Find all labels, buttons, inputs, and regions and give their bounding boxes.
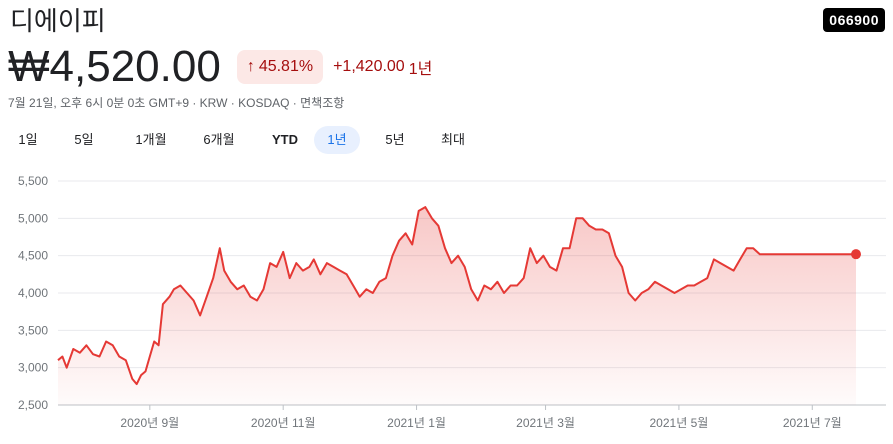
price-row: ₩4,520.00 ↑ 45.81% +1,420.00 1년 xyxy=(8,42,432,92)
arrow-up-icon: ↑ xyxy=(246,58,255,75)
price-line xyxy=(57,206,856,386)
x-tick-label: 2020년 9월 xyxy=(120,416,179,430)
y-tick-label: 5,000 xyxy=(18,211,48,225)
current-point xyxy=(851,249,861,260)
price-area xyxy=(58,207,856,405)
y-tick-label: 4,000 xyxy=(18,286,48,300)
tab-1d[interactable]: 1일 xyxy=(18,132,38,147)
tab-5d[interactable]: 5일 xyxy=(74,132,94,147)
change-percent-badge: ↑ 45.81% xyxy=(236,50,324,84)
change-absolute: +1,420.00 xyxy=(333,58,405,75)
ticker-badge[interactable]: 066900 xyxy=(823,8,885,32)
tab-6m[interactable]: 6개월 xyxy=(203,132,235,147)
x-tick-label: 2021년 1월 xyxy=(387,416,446,430)
price-chart[interactable]: 5,500 5,000 4,500 4,000 3,500 3,000 2,500 2020… xyxy=(0,165,893,444)
x-tick-label: 2020년 11월 xyxy=(251,416,316,430)
change-period: 1년 xyxy=(408,61,433,78)
y-tick-label: 3,500 xyxy=(18,323,48,337)
change-percent: 45.81% xyxy=(258,58,314,75)
stock-name: 디에이피 xyxy=(10,6,106,36)
x-tick-label: 2021년 3월 xyxy=(516,416,575,430)
tab-1y[interactable]: 1년 xyxy=(314,126,360,154)
tab-1m[interactable]: 1개월 xyxy=(135,132,167,147)
x-tick-label: 2021년 7월 xyxy=(783,416,842,430)
current-price: ₩4,520.00 xyxy=(8,42,221,91)
y-tick-label: 3,000 xyxy=(18,361,48,375)
y-tick-label: 4,500 xyxy=(18,249,48,263)
y-tick-label: 2,500 xyxy=(18,398,48,412)
x-tick-label: 2021년 5월 xyxy=(650,416,709,430)
quote-meta: 7월 21일, 오후 6시 0분 0초 GMT+9 · KRW · KOSDAQ… xyxy=(8,96,345,110)
tab-max[interactable]: 최대 xyxy=(441,132,465,147)
tab-5y[interactable]: 5년 xyxy=(385,132,405,147)
y-tick-label: 5,500 xyxy=(18,174,48,188)
tab-ytd[interactable]: YTD xyxy=(272,132,298,147)
